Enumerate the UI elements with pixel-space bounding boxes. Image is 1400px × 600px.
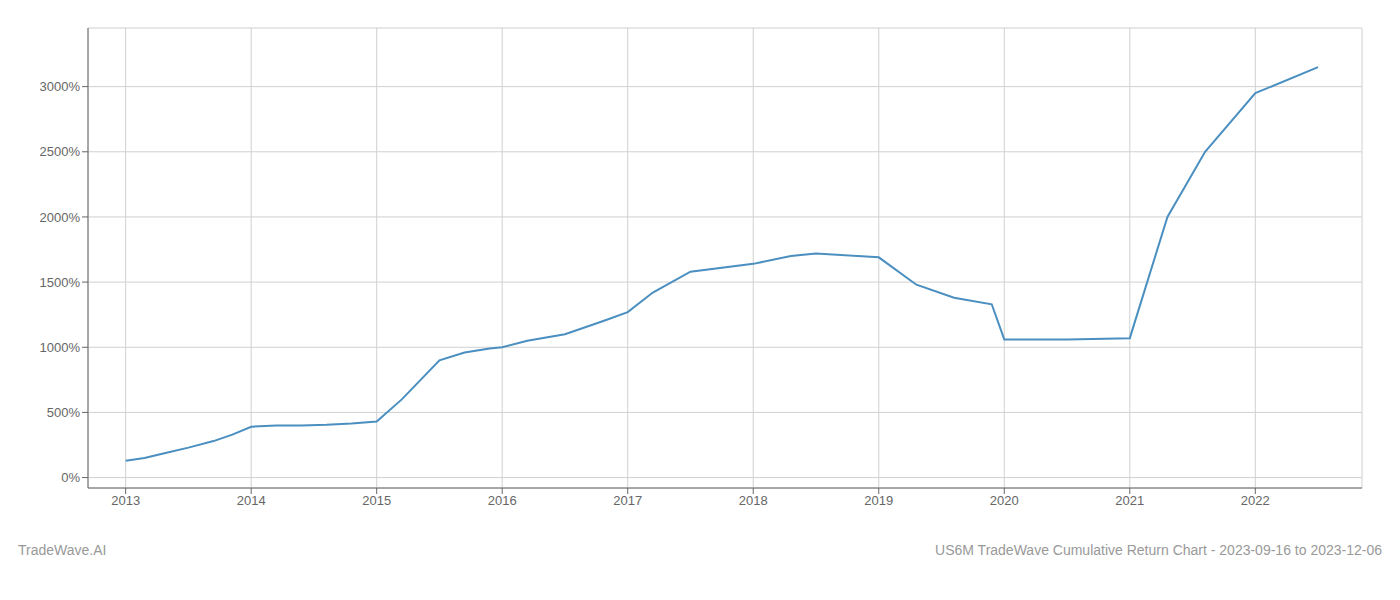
svg-text:2014: 2014 bbox=[237, 493, 266, 508]
html-text:TradeWave.AI: TradeWave.AI bbox=[18, 542, 107, 558]
svg-text:2016: 2016 bbox=[488, 493, 517, 508]
svg-text:2019: 2019 bbox=[864, 493, 893, 508]
svg-text:2020: 2020 bbox=[990, 493, 1019, 508]
svg-text:2000%: 2000% bbox=[40, 210, 81, 225]
svg-text:2018: 2018 bbox=[739, 493, 768, 508]
svg-text:2021: 2021 bbox=[1115, 493, 1144, 508]
svg-text:2500%: 2500% bbox=[40, 144, 81, 159]
svg-text:2015: 2015 bbox=[362, 493, 391, 508]
svg-text:2013: 2013 bbox=[111, 493, 140, 508]
svg-text:2017: 2017 bbox=[613, 493, 642, 508]
svg-text:3000%: 3000% bbox=[40, 79, 81, 94]
svg-text:1000%: 1000% bbox=[40, 340, 81, 355]
html-text:US6M TradeWave Cumulative Retu: US6M TradeWave Cumulative Return Chart -… bbox=[935, 542, 1382, 558]
svg-text:500%: 500% bbox=[47, 405, 81, 420]
svg-text:0%: 0% bbox=[61, 470, 80, 485]
svg-text:2022: 2022 bbox=[1241, 493, 1270, 508]
svg-text:1500%: 1500% bbox=[40, 275, 81, 290]
